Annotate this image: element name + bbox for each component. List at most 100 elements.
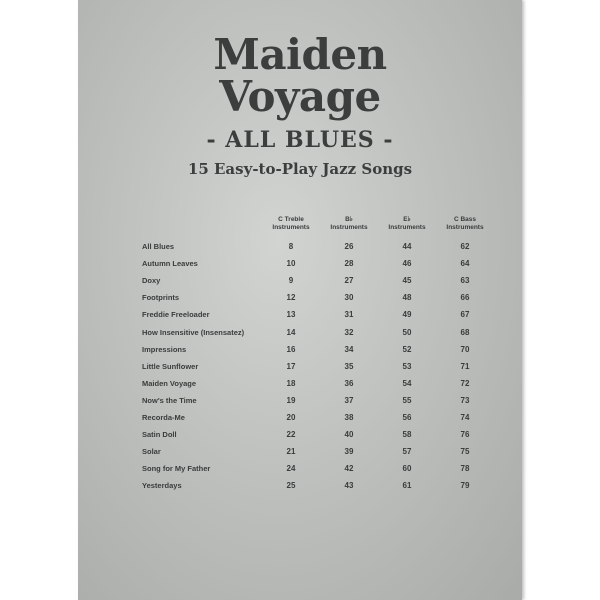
song-title: Solar bbox=[142, 447, 161, 457]
page-number: 10 bbox=[286, 259, 296, 269]
page-number: 73 bbox=[460, 395, 470, 405]
song-title: Little Sunflower bbox=[142, 361, 199, 371]
page-number: 49 bbox=[402, 310, 412, 320]
table-row: Autumn Leaves 10 28 46 64 bbox=[142, 255, 494, 272]
page-number: 14 bbox=[286, 327, 296, 337]
column-header-line: Instruments bbox=[446, 224, 484, 231]
column-header-line: Instruments bbox=[272, 224, 310, 231]
column-header-line: Instruments bbox=[330, 224, 368, 231]
page-number: 64 bbox=[460, 259, 470, 269]
table-row: Recorda-Me 20 38 56 74 bbox=[142, 409, 494, 426]
page-number: 27 bbox=[344, 276, 354, 286]
song-title: How Insensitive (Insensatez) bbox=[142, 327, 245, 337]
column-header-line: B♭ bbox=[345, 216, 353, 223]
table-row: How Insensitive (Insensatez) 14 32 50 68 bbox=[142, 323, 494, 340]
song-title: Impressions bbox=[142, 344, 187, 354]
page-number: 43 bbox=[344, 481, 354, 491]
page-number: 75 bbox=[460, 447, 470, 457]
song-title: Autumn Leaves bbox=[142, 259, 198, 269]
column-header-line: C Treble bbox=[278, 216, 304, 223]
table-row: Freddie Freeloader 13 31 49 67 bbox=[142, 306, 494, 323]
page-number: 16 bbox=[286, 344, 296, 354]
page-number: 24 bbox=[286, 464, 296, 474]
song-title: Footprints bbox=[142, 293, 180, 303]
column-header: C Bass Instruments bbox=[436, 216, 494, 238]
table-row: Satin Doll 22 40 58 76 bbox=[142, 426, 494, 443]
page-number: 60 bbox=[402, 464, 412, 474]
page-number: 63 bbox=[460, 276, 470, 286]
page-number: 78 bbox=[460, 464, 470, 474]
page-number: 57 bbox=[402, 447, 412, 457]
page-number: 42 bbox=[344, 464, 354, 474]
table-row: Song for My Father 24 42 60 78 bbox=[142, 460, 494, 477]
tagline: 15 Easy-to-Play Jazz Songs bbox=[187, 160, 413, 178]
page-number: 13 bbox=[286, 310, 296, 320]
page-number: 20 bbox=[286, 412, 296, 422]
column-header-line: Instruments bbox=[388, 224, 426, 231]
title-line-1: Maiden bbox=[213, 30, 387, 79]
page-number: 74 bbox=[460, 412, 470, 422]
page-number: 28 bbox=[344, 259, 354, 269]
page-number: 9 bbox=[288, 276, 294, 286]
page-number: 46 bbox=[402, 259, 412, 269]
page-number: 19 bbox=[286, 395, 296, 405]
page-number: 17 bbox=[286, 361, 296, 371]
page-number: 18 bbox=[286, 378, 296, 388]
page-number: 58 bbox=[402, 430, 412, 440]
song-title: Freddie Freeloader bbox=[142, 310, 210, 320]
page-number: 61 bbox=[402, 481, 412, 491]
page-number: 36 bbox=[344, 378, 354, 388]
page-number: 79 bbox=[460, 481, 470, 491]
song-title: Recorda-Me bbox=[142, 412, 185, 422]
page-number: 67 bbox=[460, 310, 470, 320]
page-number: 48 bbox=[402, 293, 412, 303]
page-number: 76 bbox=[460, 430, 470, 440]
page-number: 52 bbox=[402, 344, 412, 354]
song-title: Satin Doll bbox=[142, 430, 177, 440]
song-title: Maiden Voyage bbox=[142, 378, 197, 388]
subtitle: - ALL BLUES - bbox=[206, 127, 394, 153]
page-number: 54 bbox=[402, 378, 412, 388]
page-number: 38 bbox=[344, 412, 354, 422]
page-number: 45 bbox=[402, 276, 412, 286]
table-row: Maiden Voyage 18 36 54 72 bbox=[142, 375, 494, 392]
book-cover: Maiden Voyage - ALL BLUES - 15 Easy-to-P… bbox=[78, 0, 522, 600]
page-number: 25 bbox=[286, 481, 296, 491]
page-number: 56 bbox=[402, 412, 412, 422]
song-title: Doxy bbox=[142, 276, 161, 286]
column-header-line: C Bass bbox=[453, 216, 477, 223]
page-number: 8 bbox=[288, 242, 294, 252]
table-row: Little Sunflower 17 35 53 71 bbox=[142, 358, 494, 375]
table-row: Impressions 16 34 52 70 bbox=[142, 341, 494, 358]
page-number: 66 bbox=[460, 293, 470, 303]
page-number: 68 bbox=[460, 327, 470, 337]
column-header: E♭ Instruments bbox=[378, 216, 436, 238]
page-number: 70 bbox=[460, 344, 470, 354]
page-number: 31 bbox=[344, 310, 354, 320]
page-number: 21 bbox=[286, 447, 296, 457]
page-number: 50 bbox=[402, 327, 412, 337]
page-number: 62 bbox=[460, 242, 470, 252]
page-number: 37 bbox=[344, 395, 354, 405]
table-row: Doxy 9 27 45 63 bbox=[142, 272, 494, 289]
page-number: 40 bbox=[344, 430, 354, 440]
song-title: Yesterdays bbox=[142, 481, 182, 491]
song-table: C Treble Instruments B♭ Instruments E♭ Instru… bbox=[142, 216, 494, 494]
page-number: 30 bbox=[344, 293, 354, 303]
page-number: 53 bbox=[402, 361, 412, 371]
page-number: 12 bbox=[286, 293, 296, 303]
page-number: 34 bbox=[344, 344, 354, 354]
song-title: Song for My Father bbox=[142, 464, 211, 474]
page-number: 32 bbox=[344, 327, 354, 337]
title-line-2: Voyage bbox=[219, 72, 381, 121]
page-number: 72 bbox=[460, 378, 470, 388]
song-title: Now's the Time bbox=[142, 395, 197, 405]
table-row: Solar 21 39 57 75 bbox=[142, 443, 494, 460]
table-row: Footprints 12 30 48 66 bbox=[142, 289, 494, 306]
column-header: B♭ Instruments bbox=[320, 216, 378, 238]
page-number: 39 bbox=[344, 447, 354, 457]
page-number: 71 bbox=[460, 361, 470, 371]
table-row: Yesterdays 25 43 61 79 bbox=[142, 477, 494, 494]
column-header: C Treble Instruments bbox=[262, 216, 320, 238]
page-number: 55 bbox=[402, 395, 412, 405]
